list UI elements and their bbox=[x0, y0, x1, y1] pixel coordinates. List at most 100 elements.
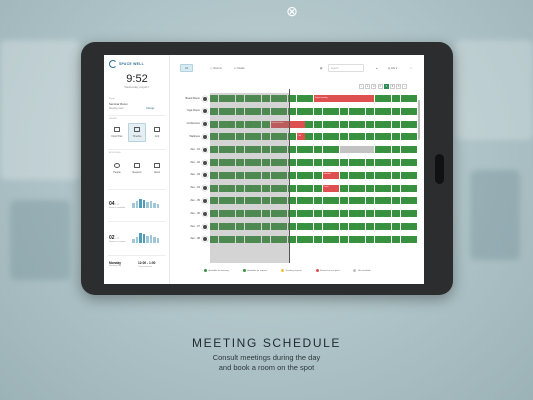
search-input[interactable]: Search bbox=[328, 64, 364, 72]
time-slot[interactable] bbox=[305, 146, 314, 154]
time-slot[interactable] bbox=[357, 184, 366, 192]
time-slot[interactable] bbox=[331, 223, 340, 230]
time-slot[interactable] bbox=[383, 107, 392, 115]
close-icon[interactable]: ⊗ bbox=[286, 3, 298, 19]
booking-event[interactable] bbox=[340, 146, 374, 154]
time-slot[interactable] bbox=[409, 159, 418, 166]
time-slot[interactable] bbox=[305, 159, 314, 166]
time-slot[interactable] bbox=[296, 95, 305, 102]
time-slot[interactable] bbox=[227, 171, 236, 179]
time-slot[interactable] bbox=[392, 235, 400, 243]
time-slot[interactable] bbox=[279, 235, 288, 243]
time-slot[interactable] bbox=[218, 107, 227, 115]
time-slot[interactable] bbox=[253, 146, 262, 154]
time-slot[interactable] bbox=[392, 95, 400, 102]
time-slot[interactable] bbox=[366, 235, 374, 243]
time-slot[interactable] bbox=[244, 223, 253, 230]
time-slot[interactable] bbox=[357, 171, 366, 179]
time-slot[interactable] bbox=[288, 223, 296, 230]
time-slot[interactable] bbox=[288, 133, 296, 141]
time-slot[interactable] bbox=[288, 95, 296, 102]
time-slot[interactable] bbox=[322, 146, 331, 154]
time-slot[interactable] bbox=[296, 197, 305, 205]
time-slot[interactable] bbox=[279, 146, 288, 154]
time-slot[interactable] bbox=[400, 133, 409, 141]
page-button[interactable]: 4 bbox=[383, 84, 389, 89]
time-slot[interactable] bbox=[305, 133, 314, 141]
time-slot[interactable] bbox=[400, 210, 409, 218]
time-slot[interactable] bbox=[392, 159, 400, 166]
time-slot[interactable] bbox=[244, 120, 253, 128]
time-slot[interactable] bbox=[366, 210, 374, 218]
time-slot[interactable] bbox=[374, 133, 383, 141]
time-slot[interactable] bbox=[262, 235, 270, 243]
time-slot[interactable] bbox=[210, 146, 218, 154]
time-slot[interactable] bbox=[314, 171, 322, 179]
time-slot[interactable] bbox=[270, 184, 279, 192]
time-slot[interactable] bbox=[400, 197, 409, 205]
time-slot[interactable] bbox=[340, 133, 348, 141]
time-slot[interactable] bbox=[366, 133, 374, 141]
time-slot[interactable] bbox=[374, 235, 383, 243]
time-slot[interactable] bbox=[348, 120, 357, 128]
time-slot[interactable] bbox=[348, 223, 357, 230]
time-slot[interactable] bbox=[296, 210, 305, 218]
time-slot[interactable] bbox=[357, 210, 366, 218]
time-slot[interactable] bbox=[348, 133, 357, 141]
time-slot[interactable] bbox=[340, 107, 348, 115]
time-slot[interactable] bbox=[218, 133, 227, 141]
time-slot[interactable] bbox=[244, 95, 253, 102]
time-slot[interactable] bbox=[392, 210, 400, 218]
time-slot[interactable] bbox=[253, 235, 262, 243]
booking-event[interactable]: Interview bbox=[322, 171, 340, 179]
time-slot[interactable] bbox=[270, 146, 279, 154]
time-slot[interactable] bbox=[314, 120, 322, 128]
time-slot[interactable] bbox=[331, 210, 340, 218]
time-slot[interactable] bbox=[210, 133, 218, 141]
time-slot[interactable] bbox=[305, 197, 314, 205]
time-slot[interactable] bbox=[236, 235, 244, 243]
change-room-link[interactable]: Change bbox=[146, 107, 155, 110]
time-slot[interactable] bbox=[279, 197, 288, 205]
time-slot[interactable] bbox=[374, 171, 383, 179]
time-slot[interactable] bbox=[218, 235, 227, 243]
filter-rooms-button[interactable]: ▢ Rooms bbox=[210, 66, 222, 70]
time-slot[interactable] bbox=[340, 210, 348, 218]
time-slot[interactable] bbox=[218, 120, 227, 128]
time-slot[interactable] bbox=[288, 146, 296, 154]
time-slot[interactable] bbox=[314, 223, 322, 230]
time-slot[interactable] bbox=[322, 210, 331, 218]
page-button[interactable]: › bbox=[402, 84, 408, 89]
time-slot[interactable] bbox=[270, 235, 279, 243]
time-slot[interactable] bbox=[383, 184, 392, 192]
time-slot[interactable] bbox=[253, 107, 262, 115]
time-slot[interactable] bbox=[357, 197, 366, 205]
time-slot[interactable] bbox=[236, 107, 244, 115]
time-slot[interactable] bbox=[253, 120, 262, 128]
time-slot[interactable] bbox=[288, 107, 296, 115]
time-slot[interactable] bbox=[374, 107, 383, 115]
microphone-button[interactable]: ● bbox=[372, 64, 382, 72]
page-button[interactable]: ‹ bbox=[359, 84, 364, 89]
time-slot[interactable] bbox=[227, 184, 236, 192]
time-slot[interactable] bbox=[348, 171, 357, 179]
time-slot[interactable] bbox=[288, 210, 296, 218]
booking-event[interactable]: Internal review bbox=[270, 120, 305, 128]
time-slot[interactable] bbox=[322, 223, 331, 230]
nav-grid[interactable]: Grid bbox=[148, 123, 166, 142]
time-slot[interactable] bbox=[210, 210, 218, 218]
filter-all-button[interactable]: All bbox=[180, 64, 193, 72]
time-slot[interactable] bbox=[244, 197, 253, 205]
time-slot[interactable] bbox=[322, 235, 331, 243]
time-slot[interactable] bbox=[366, 223, 374, 230]
time-slot[interactable] bbox=[279, 95, 288, 102]
time-slot[interactable] bbox=[322, 197, 331, 205]
time-slot[interactable] bbox=[357, 159, 366, 166]
time-slot[interactable] bbox=[296, 235, 305, 243]
time-slot[interactable] bbox=[218, 146, 227, 154]
time-slot[interactable] bbox=[262, 107, 270, 115]
time-slot[interactable] bbox=[236, 159, 244, 166]
time-slot[interactable] bbox=[409, 146, 418, 154]
time-slot[interactable] bbox=[236, 146, 244, 154]
time-slot[interactable] bbox=[409, 197, 418, 205]
